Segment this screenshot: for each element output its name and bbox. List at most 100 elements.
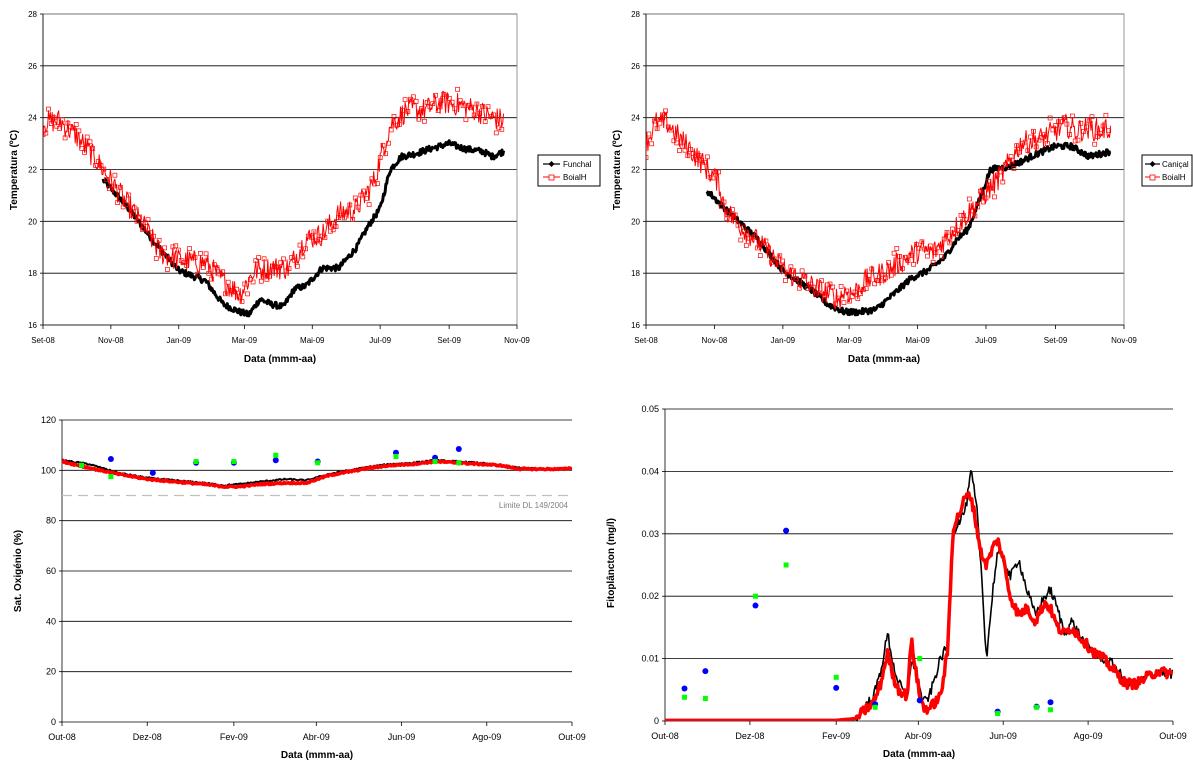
data-point bbox=[153, 256, 159, 261]
data-point bbox=[432, 459, 438, 465]
x-tick-label: Jun-09 bbox=[989, 731, 1017, 741]
data-point bbox=[71, 125, 76, 131]
data-point bbox=[333, 224, 339, 229]
data-point bbox=[198, 251, 203, 256]
data-point bbox=[914, 242, 919, 247]
data-point bbox=[62, 135, 68, 141]
data-point bbox=[880, 272, 886, 278]
data-point bbox=[87, 139, 93, 145]
data-point bbox=[386, 140, 391, 146]
data-point bbox=[278, 260, 284, 266]
data-point bbox=[485, 104, 491, 110]
data-point bbox=[361, 188, 366, 194]
data-point bbox=[830, 284, 836, 290]
data-point bbox=[752, 234, 758, 239]
x-axis-title: Data (mmm-aa) bbox=[848, 354, 920, 365]
data-point bbox=[480, 104, 485, 109]
data-point bbox=[1034, 704, 1040, 710]
data-point bbox=[681, 694, 687, 700]
data-point bbox=[752, 602, 759, 609]
data-point bbox=[872, 704, 878, 710]
data-point bbox=[911, 261, 916, 267]
x-axis-title: Data (mmm-aa) bbox=[883, 749, 955, 760]
data-point bbox=[652, 118, 657, 124]
y-axis-title: Fitoplâncton (mg/l) bbox=[606, 518, 617, 608]
data-point bbox=[98, 163, 104, 168]
data-point bbox=[1064, 121, 1070, 127]
x-tick-label: Jul-09 bbox=[369, 336, 391, 345]
data-point bbox=[474, 101, 480, 107]
x-tick-label: Ago-09 bbox=[472, 732, 501, 742]
data-point bbox=[822, 293, 827, 299]
data-point bbox=[65, 120, 71, 126]
data-point bbox=[1005, 160, 1011, 166]
data-point bbox=[328, 228, 333, 234]
data-point bbox=[430, 101, 436, 106]
data-point bbox=[129, 212, 134, 218]
data-point bbox=[43, 132, 46, 137]
data-point bbox=[234, 286, 239, 292]
data-point bbox=[236, 294, 242, 300]
data-point bbox=[270, 263, 275, 269]
data-point bbox=[905, 258, 911, 264]
data-point bbox=[646, 155, 649, 160]
x-tick-label: Abr-09 bbox=[905, 731, 932, 741]
data-point bbox=[73, 122, 79, 127]
data-point bbox=[1081, 129, 1086, 134]
x-tick-label: Nov-08 bbox=[98, 336, 124, 345]
data-point bbox=[969, 208, 975, 214]
data-point bbox=[350, 216, 355, 222]
data-point bbox=[917, 656, 923, 662]
data-point bbox=[743, 243, 749, 248]
data-point bbox=[894, 246, 900, 251]
data-point bbox=[679, 143, 685, 149]
data-point bbox=[682, 147, 688, 153]
data-point bbox=[134, 218, 140, 224]
x-tick-label: Mar-09 bbox=[232, 336, 258, 345]
legend: Caniçal BoialH bbox=[1141, 154, 1193, 187]
data-point bbox=[1089, 114, 1095, 120]
data-point bbox=[242, 281, 248, 287]
data-point bbox=[757, 253, 763, 258]
data-point bbox=[416, 116, 422, 122]
data-point bbox=[126, 192, 132, 198]
x-tick-label: Set-08 bbox=[634, 336, 658, 345]
data-point bbox=[469, 104, 474, 110]
data-point bbox=[380, 142, 386, 148]
data-point bbox=[369, 176, 375, 182]
data-point bbox=[685, 153, 691, 159]
y-tick-label: 18 bbox=[631, 269, 640, 278]
data-point bbox=[427, 104, 433, 110]
data-point bbox=[755, 245, 760, 251]
data-point bbox=[986, 178, 992, 184]
data-point bbox=[791, 268, 797, 274]
data-point bbox=[195, 271, 201, 277]
data-point bbox=[184, 263, 190, 268]
data-point bbox=[239, 299, 245, 304]
data-point bbox=[852, 289, 858, 295]
data-point bbox=[187, 246, 192, 251]
data-point bbox=[1056, 119, 1061, 125]
data-point bbox=[449, 99, 455, 105]
data-point bbox=[693, 157, 699, 162]
x-tick-label: Out-08 bbox=[651, 731, 679, 741]
data-point bbox=[317, 237, 322, 242]
x-tick-label: Out-09 bbox=[558, 732, 586, 742]
data-point bbox=[286, 266, 292, 271]
data-point bbox=[176, 247, 181, 253]
legend-label: Caniçal bbox=[1162, 160, 1189, 169]
data-point bbox=[165, 267, 170, 272]
data-point bbox=[702, 159, 707, 165]
data-point bbox=[283, 268, 289, 274]
data-point bbox=[433, 92, 438, 98]
data-point bbox=[1050, 127, 1056, 133]
data-point bbox=[796, 285, 802, 291]
data-point bbox=[983, 195, 989, 201]
y-tick-label: 28 bbox=[28, 10, 37, 19]
data-point bbox=[902, 254, 908, 260]
data-point bbox=[438, 98, 444, 104]
data-point bbox=[181, 260, 187, 266]
x-tick-label: Jan-09 bbox=[167, 336, 192, 345]
data-point bbox=[275, 265, 281, 270]
data-point bbox=[710, 175, 716, 181]
